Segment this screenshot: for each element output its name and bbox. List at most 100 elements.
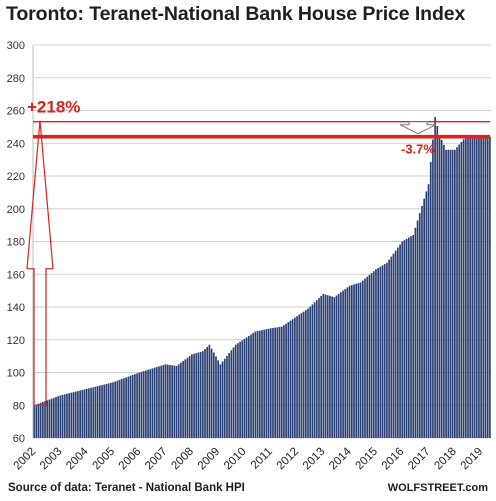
bar [322,293,325,438]
bar [289,320,292,438]
x-tick-label: 2011 [249,446,275,472]
bar [72,392,75,438]
bar [320,296,323,438]
bar [313,302,316,438]
bar [70,392,73,438]
bar [333,297,336,438]
bar [416,220,419,438]
bar [486,136,489,438]
bar [278,326,281,438]
x-tick-label: 2007 [143,446,170,473]
bar [129,375,132,438]
bar [438,135,441,438]
y-tick-label: 140 [7,302,25,314]
bar [228,353,230,438]
x-tick-label: 2016 [380,446,407,473]
bar [219,364,222,438]
bar [118,379,121,438]
bar [201,351,204,438]
bar [370,273,373,438]
bar [33,405,35,438]
increase-label: +218% [27,98,80,117]
bar [267,328,270,438]
bar [287,322,290,438]
bar [116,380,119,438]
bar [427,184,430,438]
bar [386,262,388,438]
bar [368,274,371,438]
bar [263,329,266,438]
bar [307,308,309,438]
bar [324,294,327,438]
bar [272,327,274,438]
bar [489,136,491,438]
bar [68,393,71,438]
bar [123,378,125,438]
bar [315,300,318,438]
bar [230,350,233,438]
x-tick-label: 2003 [38,446,65,473]
bar [114,381,117,438]
bar [136,373,138,438]
x-tick-label: 2002 [12,446,39,473]
bar [147,369,149,438]
bar [212,352,215,438]
x-tick-label: 2009 [196,446,223,473]
bar [274,327,276,438]
bar [403,240,406,438]
bar [351,285,353,438]
x-tick-label: 2017 [406,446,433,473]
bar [252,333,255,438]
bar [383,264,386,438]
bar [103,384,106,438]
bar [145,370,147,438]
bar [372,271,375,438]
bar [464,136,467,438]
bar [443,144,445,438]
bar [142,371,145,438]
bar [44,401,46,438]
bar [193,353,195,438]
bar [149,369,152,438]
y-tick-label: 200 [7,204,25,216]
x-tick-label: 2018 [432,446,459,473]
decrease-label: -3.7% [401,142,435,157]
bar [412,234,415,438]
bar [98,385,101,438]
bar [478,136,480,438]
bar [61,394,64,438]
bar [81,389,84,438]
bar [90,387,92,438]
bar [250,334,252,438]
bar [237,343,239,438]
bar [217,360,220,438]
bar [66,393,68,438]
bar [254,331,257,438]
bar [304,310,307,438]
bar [394,250,397,438]
y-tick-label: 160 [7,269,25,281]
bar [440,139,443,438]
bar [296,316,298,438]
decrease-arrow [399,121,437,135]
bar [359,282,362,438]
x-tick-label: 2008 [169,446,196,473]
chart-title: Toronto: Teranet-National Bank House Pri… [6,3,466,25]
bar [353,284,355,438]
bar [469,136,472,438]
bar [112,382,114,438]
bar [186,357,189,438]
bar [63,394,66,438]
bar [377,268,379,438]
bar [318,298,320,438]
y-axis: 60 80 100 120 140 160 180 200 220 240 260 280 300 [7,40,34,445]
bar [57,396,60,438]
y-tick-label: 80 [13,400,25,412]
bar [131,374,134,438]
bar [59,395,62,438]
bar [94,386,97,438]
bar [171,365,173,438]
bar [35,404,38,438]
bar [401,241,404,438]
bar [357,283,360,438]
